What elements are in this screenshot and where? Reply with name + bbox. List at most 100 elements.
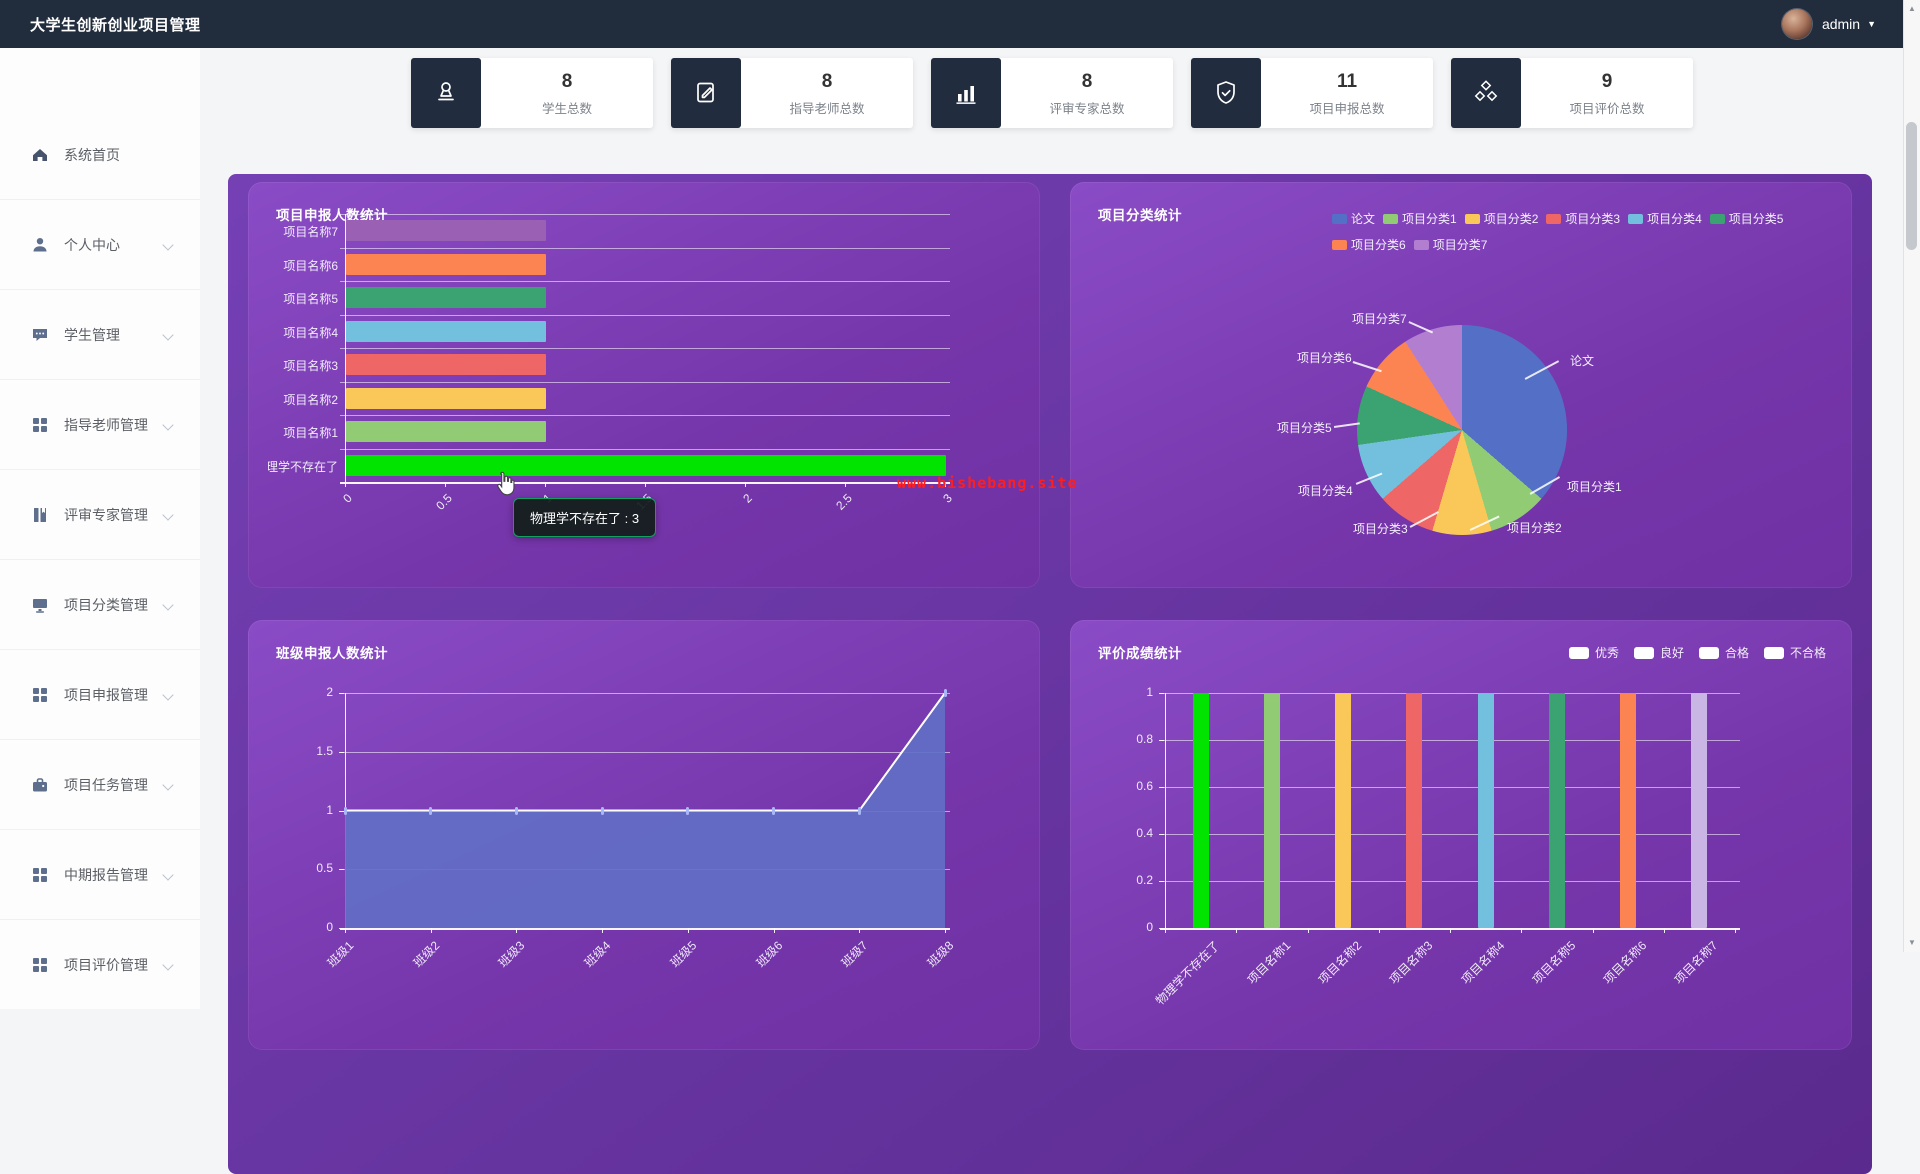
scrollbar-thumb[interactable] bbox=[1906, 122, 1917, 250]
legend-item-2[interactable]: 合格 bbox=[1698, 644, 1749, 661]
user-menu[interactable]: admin ▼ bbox=[1781, 9, 1876, 39]
bar-6[interactable] bbox=[1620, 693, 1637, 928]
legend-item-1[interactable]: 项目分类1 bbox=[1383, 210, 1457, 227]
data-point-marker bbox=[343, 806, 347, 815]
x-tick bbox=[687, 928, 689, 933]
bar-7[interactable] bbox=[346, 220, 546, 242]
y-tick bbox=[339, 928, 344, 929]
sidebar-item-0[interactable]: 系统首页 bbox=[0, 110, 200, 199]
chevron-down-icon bbox=[162, 508, 174, 521]
data-point-marker bbox=[772, 806, 776, 815]
sidebar-item-3[interactable]: 指导老师管理 bbox=[0, 379, 200, 469]
x-tick-label: 3 bbox=[940, 491, 955, 506]
sidebar-item-4[interactable]: 评审专家管理 bbox=[0, 469, 200, 559]
x-tick bbox=[602, 928, 604, 933]
stat-value: 11 bbox=[1336, 70, 1358, 92]
legend-item-7[interactable]: 项目分类7 bbox=[1413, 236, 1487, 253]
legend-item-6[interactable]: 项目分类6 bbox=[1332, 236, 1406, 253]
x-tick bbox=[445, 482, 446, 487]
legend-item-0[interactable]: 优秀 bbox=[1568, 644, 1619, 661]
x-tick bbox=[1236, 928, 1238, 933]
legend-marker bbox=[1332, 239, 1347, 250]
bar-5[interactable] bbox=[346, 287, 546, 309]
username: admin bbox=[1821, 16, 1861, 32]
grid-line bbox=[1160, 740, 1740, 741]
sidebar-item-2[interactable]: 学生管理 bbox=[0, 289, 200, 379]
bar-6[interactable] bbox=[346, 253, 546, 275]
chevron-down-icon bbox=[162, 688, 174, 701]
watermark: www.bishebang.site bbox=[897, 474, 1078, 492]
legend-item-0[interactable]: 论文 bbox=[1332, 210, 1375, 227]
stat-label: 指导老师总数 bbox=[789, 101, 865, 116]
main-content: 8 学生总数 8 指导老师总数 8 评审专家总数 11 项目申报总数 9 项目评价总数 项目申报人… bbox=[200, 48, 1904, 1174]
grid-line bbox=[340, 281, 950, 282]
sidebar-item-7[interactable]: 项目任务管理 bbox=[0, 739, 200, 829]
bar-2[interactable] bbox=[346, 387, 546, 409]
sidebar-item-8[interactable]: 中期报告管理 bbox=[0, 829, 200, 919]
sidebar-item-5[interactable]: 项目分类管理 bbox=[0, 559, 200, 649]
legend-marker bbox=[1464, 213, 1480, 224]
scrollbar[interactable]: ▲ ▼ bbox=[1903, 0, 1920, 952]
x-tick bbox=[945, 482, 946, 487]
grid-line bbox=[340, 751, 950, 753]
stat-label: 项目申报总数 bbox=[1309, 101, 1385, 116]
pie-label: 项目分类6 bbox=[1297, 351, 1352, 365]
bar-3[interactable] bbox=[1406, 693, 1423, 928]
sidebar-item-9[interactable]: 项目评价管理 bbox=[0, 919, 200, 1009]
scroll-down-arrow[interactable]: ▼ bbox=[1908, 938, 1916, 947]
data-point-marker bbox=[600, 806, 604, 815]
chart-panel-category: 项目分类统计 论文 项目分类1 项目分类2 项目分类3 项目分类4 项目分类5 项目分类6 项目… bbox=[1070, 182, 1852, 588]
bar-2[interactable] bbox=[1335, 693, 1352, 928]
monitor-icon bbox=[30, 595, 50, 615]
sidebar-item-label: 系统首页 bbox=[64, 146, 120, 163]
bar-1[interactable] bbox=[346, 421, 546, 443]
x-tick bbox=[345, 482, 346, 487]
x-tick bbox=[645, 482, 646, 487]
legend-label: 项目分类4 bbox=[1647, 212, 1702, 226]
stamp-icon bbox=[411, 58, 481, 128]
chart-title: 项目申报人数统计 bbox=[276, 208, 388, 223]
legend-item-3[interactable]: 不合格 bbox=[1763, 644, 1826, 661]
x-tick bbox=[1521, 928, 1523, 933]
bar-4[interactable] bbox=[346, 320, 546, 342]
legend-item-3[interactable]: 项目分类3 bbox=[1546, 210, 1620, 227]
stat-value: 9 bbox=[1601, 70, 1613, 92]
stat-card-4: 9 项目评价总数 bbox=[1451, 58, 1693, 128]
legend-item-2[interactable]: 项目分类2 bbox=[1464, 210, 1538, 227]
bar-0[interactable] bbox=[1192, 693, 1209, 928]
legend-marker bbox=[1383, 213, 1399, 224]
y-tick-label: 1.5 bbox=[316, 743, 333, 758]
stat-card-body: 11 项目申报总数 bbox=[1261, 58, 1433, 128]
category-label: 项目名称4 bbox=[283, 325, 338, 340]
area-series[interactable] bbox=[345, 693, 945, 928]
sidebar-item-1[interactable]: 个人中心 bbox=[0, 199, 200, 289]
bar-7[interactable] bbox=[1691, 693, 1708, 928]
legend-item-1[interactable]: 良好 bbox=[1633, 644, 1684, 661]
stat-card-0: 8 学生总数 bbox=[411, 58, 653, 128]
avatar[interactable] bbox=[1781, 9, 1812, 39]
legend-label: 项目分类5 bbox=[1728, 212, 1784, 226]
x-tick bbox=[430, 928, 432, 933]
grid-line bbox=[340, 448, 950, 450]
home-icon bbox=[30, 145, 50, 165]
legend-marker bbox=[1332, 213, 1347, 224]
chevron-down-icon bbox=[162, 778, 174, 791]
legend-item-4[interactable]: 项目分类4 bbox=[1628, 210, 1702, 227]
sidebar-item-6[interactable]: 项目申报管理 bbox=[0, 649, 200, 739]
pie-chart[interactable] bbox=[1357, 325, 1567, 535]
pie-leader-line bbox=[1408, 321, 1434, 334]
stat-value: 8 bbox=[561, 70, 573, 92]
bar-3[interactable] bbox=[346, 354, 546, 376]
bar-1[interactable] bbox=[1263, 693, 1280, 928]
bar-0[interactable] bbox=[346, 454, 946, 476]
legend-item-5[interactable]: 项目分类5 bbox=[1709, 210, 1784, 227]
scroll-up-arrow[interactable]: ▲ bbox=[1908, 4, 1916, 13]
bar-5[interactable] bbox=[1548, 693, 1565, 928]
chart-title: 班级申报人数统计 bbox=[276, 646, 388, 661]
pie-label: 项目分类3 bbox=[1353, 522, 1408, 536]
x-tick bbox=[859, 928, 861, 933]
x-tick-label: 2 bbox=[740, 491, 755, 506]
data-point-marker bbox=[429, 806, 433, 815]
legend-marker bbox=[1546, 213, 1562, 224]
bar-4[interactable] bbox=[1477, 693, 1494, 928]
